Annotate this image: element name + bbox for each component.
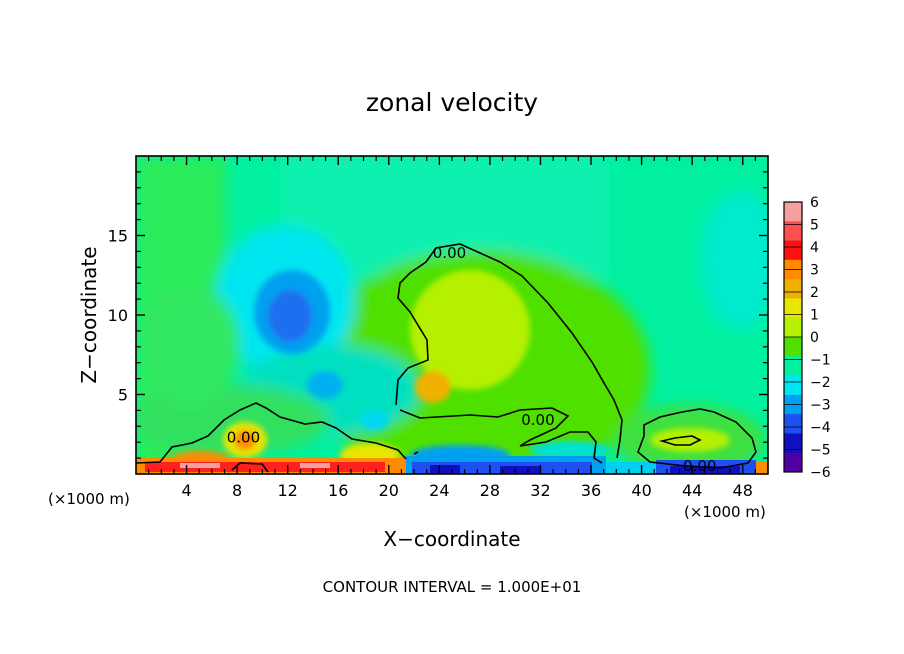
colorbar-label: 0 (810, 330, 819, 346)
colorbar-label: 6 (810, 195, 819, 211)
colorbar-swatch (784, 433, 802, 454)
x-axis: 4 8 12 16 20 24 28 32 36 40 44 48 (148, 156, 756, 500)
y-tick-label: 5 (118, 386, 128, 405)
zero-contours (136, 243, 757, 473)
x-tick-label: 28 (480, 481, 500, 500)
plot-area (136, 156, 768, 474)
colorbar-label: 2 (810, 285, 819, 301)
contour-label: 0.00 (227, 428, 260, 446)
colorbar-label: 3 (810, 263, 819, 279)
x-tick-label: 36 (581, 481, 601, 500)
colorbar-label: −2 (810, 375, 831, 391)
colorbar-label: −3 (810, 398, 831, 414)
x-tick-label: 32 (530, 481, 550, 500)
colorbar-label: 5 (810, 218, 819, 234)
colorbar-swatch (784, 298, 802, 319)
contour-interval-note: CONTOUR INTERVAL = 1.000E+01 (323, 578, 582, 596)
contour-label: 0.00 (683, 457, 716, 475)
x-tick-label: 24 (429, 481, 449, 500)
colorbar-swatch (784, 337, 802, 357)
x-axis-label: X−coordinate (383, 527, 520, 551)
y-tick-label: 10 (108, 306, 128, 325)
colorbar-swatch (784, 317, 802, 338)
y-axis-label: Z−coordinate (77, 246, 101, 383)
colorbar-swatch (784, 279, 802, 299)
x-tick-label: 16 (328, 481, 348, 500)
colorbar: 6 5 4 3 2 1 0 −1 −2 −3 −4 −5 −6 (783, 195, 831, 481)
x-tick-label: 4 (181, 481, 191, 500)
chart-title: zonal velocity (366, 88, 538, 117)
colorbar-label: 1 (810, 308, 819, 324)
colorbar-label: −5 (810, 443, 831, 459)
x-tick-label: 48 (733, 481, 753, 500)
colorbar-label: −6 (810, 465, 831, 481)
colorbar-swatch (784, 356, 802, 377)
x-tick-label: 44 (682, 481, 702, 500)
x-tick-label: 20 (379, 481, 399, 500)
colorbar-label: −4 (810, 420, 831, 436)
y-tick-label: 15 (108, 227, 128, 246)
x-tick-label: 12 (278, 481, 298, 500)
surface-band (136, 456, 768, 474)
colorbar-swatch (784, 202, 802, 222)
x-tick-label: 8 (232, 481, 242, 500)
colorbar-swatch (784, 375, 802, 396)
y-axis: 5 10 15 (108, 171, 768, 459)
colorbar-swatch (784, 240, 802, 261)
colorbar-label: −1 (810, 353, 831, 369)
x-tick-label: 40 (631, 481, 651, 500)
colorbar-swatch (784, 414, 802, 434)
contour-label: 0.00 (433, 244, 466, 262)
colorbar-label: 4 (810, 240, 819, 256)
colorbar-swatch (784, 452, 802, 473)
contour-label: 0.00 (521, 411, 554, 429)
x-unit-right: (×1000 m) (684, 503, 766, 521)
x-unit-left: (×1000 m) (48, 490, 130, 508)
colorbar-swatch (784, 221, 802, 242)
contour-labels: 0.00 0.00 0.00 0.00 (227, 244, 717, 475)
